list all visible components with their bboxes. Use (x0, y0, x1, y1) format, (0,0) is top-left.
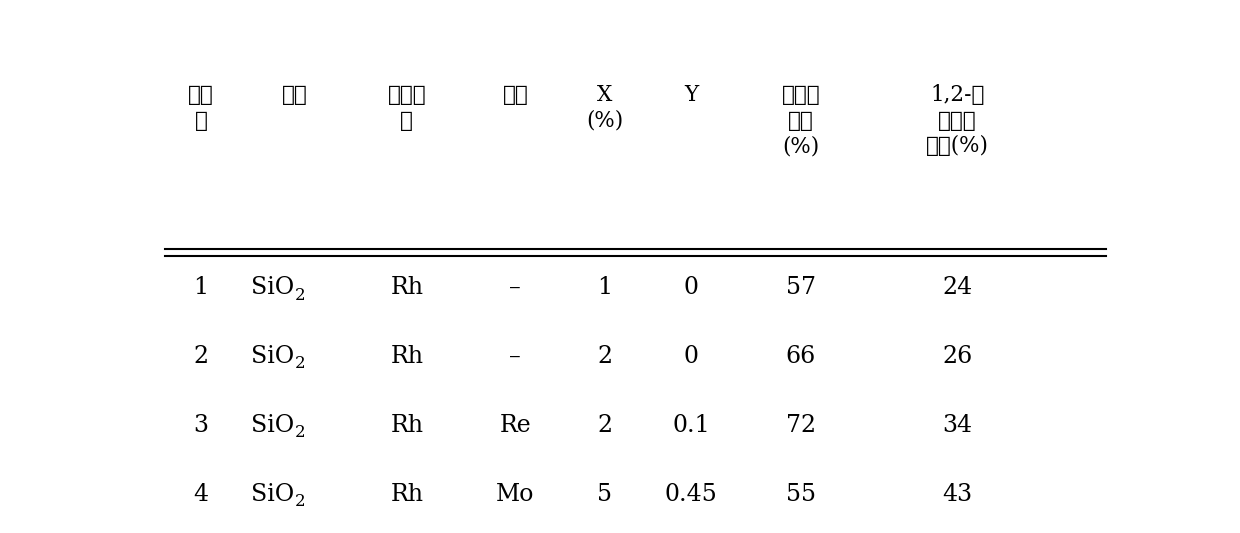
Text: Rh: Rh (391, 414, 423, 437)
Text: 2: 2 (294, 424, 305, 441)
Text: 2: 2 (598, 345, 613, 368)
Text: 2: 2 (294, 356, 305, 373)
Text: 1: 1 (598, 276, 613, 299)
Text: 实施
例: 实施 例 (188, 84, 215, 132)
Text: 72: 72 (786, 414, 816, 437)
Text: 木糖转
化率
(%): 木糖转 化率 (%) (781, 84, 820, 157)
Text: –: – (510, 276, 521, 299)
Text: 2: 2 (294, 494, 305, 511)
Text: 4: 4 (193, 483, 208, 506)
Text: 助剂: 助剂 (502, 84, 528, 107)
Text: SiO: SiO (250, 276, 294, 299)
Text: 57: 57 (786, 276, 816, 299)
Text: 0: 0 (683, 345, 698, 368)
Text: 1: 1 (193, 276, 208, 299)
Text: 66: 66 (786, 345, 816, 368)
Text: 2: 2 (294, 287, 305, 303)
Text: 26: 26 (942, 345, 972, 368)
Text: 2: 2 (193, 345, 208, 368)
Text: 5: 5 (598, 483, 613, 506)
Text: 载体: 载体 (281, 84, 308, 107)
Text: 0: 0 (683, 276, 698, 299)
Text: SiO: SiO (250, 414, 294, 437)
Text: 2: 2 (598, 414, 613, 437)
Text: 0.45: 0.45 (665, 483, 718, 506)
Text: Rh: Rh (391, 276, 423, 299)
Text: 活性中
心: 活性中 心 (387, 84, 427, 132)
Text: Rh: Rh (391, 483, 423, 506)
Text: SiO: SiO (250, 483, 294, 506)
Text: Re: Re (500, 414, 531, 437)
Text: Mo: Mo (496, 483, 534, 506)
Text: 34: 34 (942, 414, 972, 437)
Text: SiO: SiO (250, 345, 294, 368)
Text: Y: Y (684, 84, 698, 107)
Text: 55: 55 (786, 483, 816, 506)
Text: 0.1: 0.1 (672, 414, 711, 437)
Text: 24: 24 (942, 276, 972, 299)
Text: 1,2-戊
二醇选
择性(%): 1,2-戊 二醇选 择性(%) (926, 84, 990, 157)
Text: X
(%): X (%) (587, 84, 624, 132)
Text: Rh: Rh (391, 345, 423, 368)
Text: 43: 43 (942, 483, 972, 506)
Text: –: – (510, 345, 521, 368)
Text: 3: 3 (193, 414, 208, 437)
